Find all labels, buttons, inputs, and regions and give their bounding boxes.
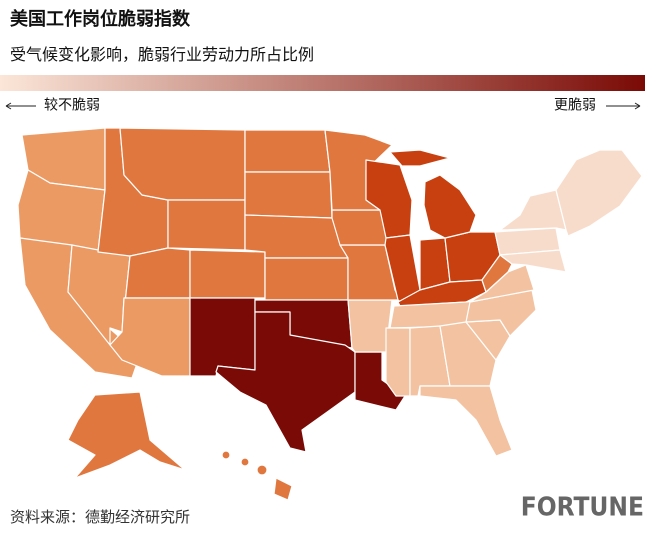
legend-low: 较不脆弱 xyxy=(44,97,100,113)
hawaii-island xyxy=(221,450,231,460)
hawaii-island xyxy=(256,464,268,476)
state xyxy=(244,129,331,173)
arrow-right-head xyxy=(634,102,641,110)
state xyxy=(215,311,356,453)
state xyxy=(499,189,567,231)
state xyxy=(244,171,333,219)
state xyxy=(481,254,513,293)
state xyxy=(119,127,246,201)
brand: FORTUNE xyxy=(521,493,644,523)
state xyxy=(419,385,513,457)
state xyxy=(385,327,411,397)
map xyxy=(17,127,643,501)
legend-high: 更脆弱 xyxy=(554,97,596,113)
state xyxy=(189,249,266,299)
arrow-left-head xyxy=(5,102,12,110)
subtitle: 受气候变化影响，脆弱行业劳动力所占比例 xyxy=(10,46,314,64)
title: 美国工作岗位脆弱指数 xyxy=(10,8,191,29)
source: 资料来源：德勤经济研究所 xyxy=(10,508,190,526)
state xyxy=(167,199,246,251)
alaska xyxy=(67,391,186,479)
legend-gradient xyxy=(0,75,645,91)
hawaii xyxy=(273,477,293,501)
state xyxy=(264,257,349,301)
state xyxy=(189,297,256,377)
state xyxy=(499,249,567,273)
state xyxy=(423,174,477,239)
state xyxy=(389,149,451,167)
hawaii-island xyxy=(240,457,250,467)
state xyxy=(555,149,643,237)
state xyxy=(439,321,497,387)
